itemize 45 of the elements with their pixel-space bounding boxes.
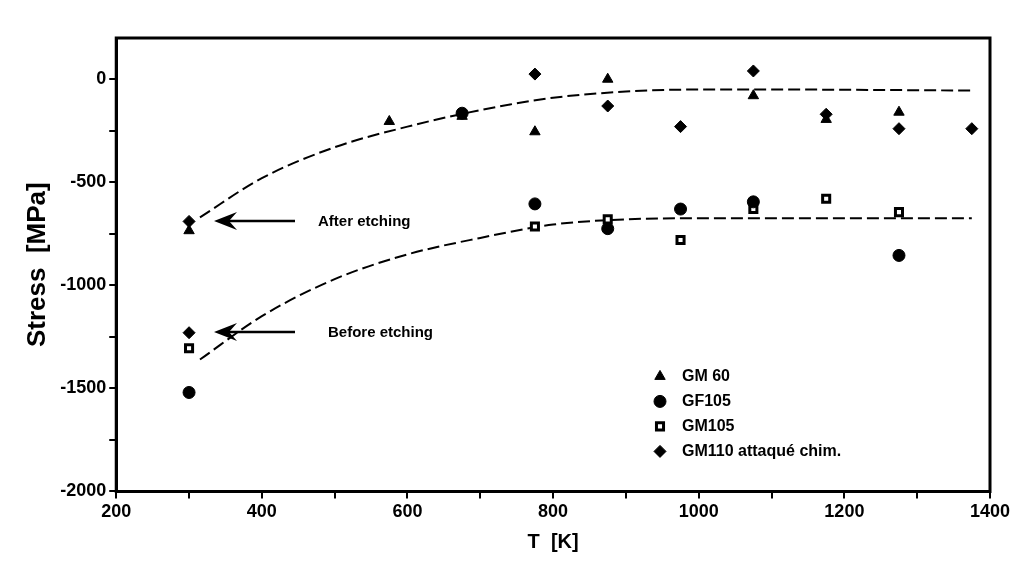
point	[821, 193, 832, 204]
point	[965, 122, 979, 136]
point	[601, 99, 615, 113]
annotation: After etching	[318, 212, 411, 230]
point	[528, 197, 542, 211]
x-tick-label: 400	[246, 501, 277, 522]
y-tick-label: -2000	[60, 480, 107, 501]
point	[674, 202, 688, 216]
point	[602, 214, 613, 225]
point	[893, 207, 905, 218]
y-tick-label: 0	[96, 68, 107, 89]
x-tick-label: 1000	[678, 501, 719, 522]
point	[747, 89, 760, 100]
y-tick-label: -500	[70, 171, 107, 192]
x-tick-label: 1200	[824, 501, 865, 522]
point	[184, 343, 195, 354]
x-tick-label: 800	[538, 501, 569, 522]
legend-label: GM 60	[682, 366, 731, 384]
annotation: Before etching	[328, 323, 434, 341]
point	[892, 248, 906, 262]
point	[529, 125, 541, 136]
point	[529, 221, 540, 232]
point	[746, 195, 760, 209]
x-tick-label: 600	[392, 501, 423, 522]
x-axis-title: T [K]	[527, 529, 579, 552]
y-tick-label: -1500	[60, 377, 107, 398]
point	[601, 222, 615, 236]
point	[528, 67, 542, 81]
point	[182, 385, 196, 399]
point	[746, 64, 760, 78]
x-tick-label: 1400	[969, 501, 1011, 522]
point	[182, 326, 196, 340]
point	[602, 72, 614, 83]
point	[182, 214, 196, 228]
x-tick-label: 200	[101, 501, 132, 522]
legend-label: GF105	[682, 391, 732, 409]
point	[892, 122, 906, 136]
legend-label: GM110 attaqué chim.	[682, 441, 842, 459]
point	[383, 114, 395, 125]
point	[675, 234, 686, 246]
y-tick-label: -1000	[60, 274, 107, 295]
y-axis-title: Stress [MPa]	[20, 182, 51, 348]
point	[674, 120, 688, 134]
point	[893, 105, 905, 116]
legend-label: GM105	[682, 416, 735, 434]
